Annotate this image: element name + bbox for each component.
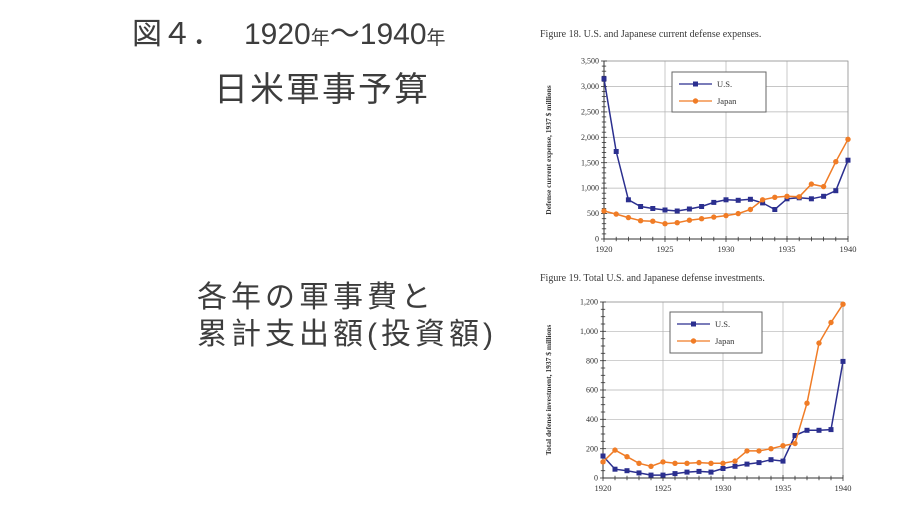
figure-19-title: Figure 19. Total U.S. and Japanese defen…	[540, 273, 765, 284]
year-start-suffix: 年	[310, 28, 330, 49]
svg-text:1,200: 1,200	[580, 298, 598, 307]
svg-text:0: 0	[595, 235, 599, 244]
slide-title-line2: 日米軍事予算	[214, 71, 430, 109]
svg-text:Total defense investment, 1937: Total defense investment, 1937 $ million…	[544, 325, 553, 456]
svg-text:2,000: 2,000	[581, 133, 599, 142]
svg-text:1920: 1920	[595, 483, 612, 493]
body-line2: 累計支出額(投資額)	[197, 318, 497, 351]
svg-text:1935: 1935	[779, 244, 796, 254]
slide-title: 図４． 1920年～1940年 日米軍事予算	[132, 16, 446, 111]
figure-18-chart: U.S. Japan 0 500 1,000 1,500 2,000 2,500 3,000 3,…	[544, 57, 857, 254]
svg-text:1930: 1930	[715, 483, 732, 493]
svg-text:U.S.: U.S.	[715, 319, 730, 329]
figure-number-label: 図４．	[132, 18, 222, 51]
svg-text:1940: 1940	[840, 244, 857, 254]
svg-text:800: 800	[586, 356, 598, 365]
figure-18-title: Figure 18. U.S. and Japanese current def…	[540, 29, 762, 40]
svg-text:1920: 1920	[596, 244, 613, 254]
svg-text:Japan: Japan	[717, 96, 737, 106]
svg-text:1930: 1930	[718, 244, 735, 254]
range-tilde: ～	[329, 18, 360, 51]
slide-title-line1: 図４． 1920年～1940年	[132, 16, 446, 58]
svg-text:0: 0	[594, 474, 598, 483]
svg-text:1,000: 1,000	[581, 184, 599, 193]
slide-body-text: 各年の軍事費と 累計支出額(投資額)	[197, 279, 497, 353]
year-end-suffix: 年	[426, 28, 446, 49]
svg-text:2,500: 2,500	[581, 108, 599, 117]
figure-19-chart: U.S. Japan 0 200 400 600 800 1,000 1,200 1920 1925…	[544, 298, 852, 493]
figure-19: Figure 19. Total U.S. and Japanese defen…	[540, 273, 900, 508]
svg-text:U.S.: U.S.	[717, 79, 732, 89]
svg-text:500: 500	[587, 209, 599, 218]
svg-text:400: 400	[586, 415, 598, 424]
svg-text:1925: 1925	[655, 483, 672, 493]
svg-text:Japan: Japan	[715, 336, 735, 346]
svg-text:1935: 1935	[775, 483, 792, 493]
body-line1: 各年の軍事費と	[197, 281, 435, 314]
svg-text:1940: 1940	[835, 483, 852, 493]
svg-text:1,000: 1,000	[580, 327, 598, 336]
svg-text:200: 200	[586, 444, 598, 453]
year-start: 1920	[244, 18, 311, 51]
svg-text:3,500: 3,500	[581, 57, 599, 66]
svg-text:3,000: 3,000	[581, 82, 599, 91]
figure-18: Figure 18. U.S. and Japanese current def…	[540, 29, 900, 264]
year-end: 1940	[359, 18, 427, 51]
svg-text:1925: 1925	[657, 244, 674, 254]
svg-text:1,500: 1,500	[581, 158, 599, 167]
svg-text:Defense current expense, 1937: Defense current expense, 1937 $ millions	[544, 85, 553, 215]
svg-text:600: 600	[586, 386, 598, 395]
